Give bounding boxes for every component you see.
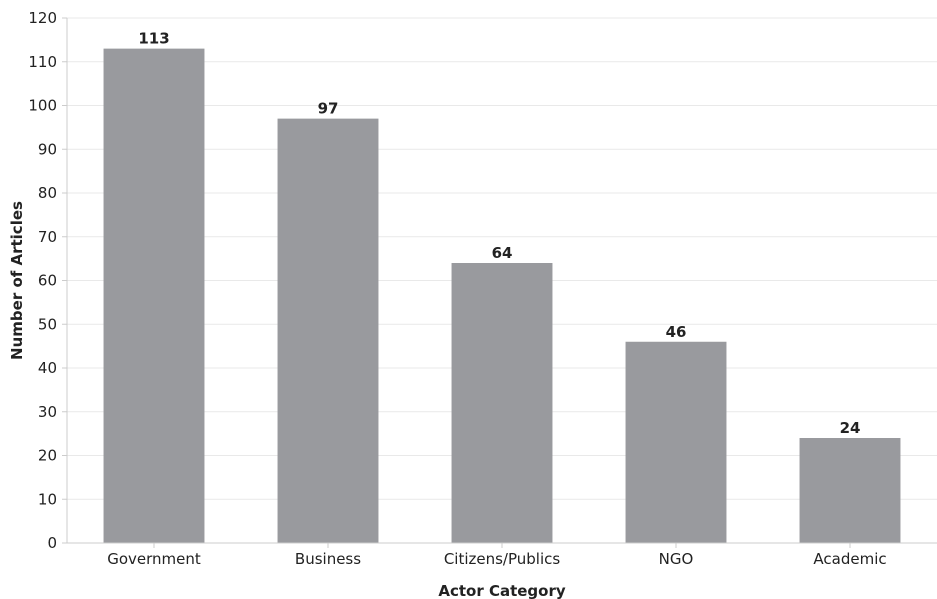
bar-government (103, 48, 205, 543)
bar-business (277, 118, 379, 543)
x-axis-title: Actor Category (438, 582, 566, 599)
axes (62, 17, 937, 548)
value-label: 24 (840, 419, 861, 437)
x-tick-label: Citizens/Publics (444, 550, 561, 568)
y-tick-label: 0 (47, 534, 57, 552)
y-tick-label: 80 (38, 184, 57, 202)
x-tick-label: Business (295, 550, 361, 568)
bars (103, 48, 901, 543)
y-tick-label: 110 (28, 53, 57, 71)
y-tick-label: 10 (38, 490, 57, 508)
y-tick-label: 70 (38, 228, 57, 246)
y-tick-label: 40 (38, 359, 57, 377)
y-tick-label: 20 (38, 447, 57, 465)
value-label: 64 (492, 244, 513, 262)
y-tick-label: 60 (38, 272, 57, 290)
value-label: 113 (138, 30, 169, 48)
y-tick-label: 30 (38, 403, 57, 421)
bar-academic (799, 438, 901, 543)
value-label: 46 (666, 323, 687, 341)
value-label: 97 (318, 100, 339, 118)
y-tick-label: 120 (28, 9, 57, 27)
x-tick-label: Government (107, 550, 201, 568)
x-tick-label: NGO (659, 550, 694, 568)
bar-citizens-publics (451, 263, 553, 543)
y-tick-label: 90 (38, 140, 57, 158)
x-tick-label: Academic (813, 550, 886, 568)
y-tick-label: 50 (38, 315, 57, 333)
y-tick-label: 100 (28, 97, 57, 115)
bar-ngo (625, 341, 727, 543)
y-axis-title: Number of Articles (8, 201, 26, 360)
labels: 0 10 20 30 40 50 60 70 80 90 100 110 120 113 Governmen… (28, 9, 886, 568)
